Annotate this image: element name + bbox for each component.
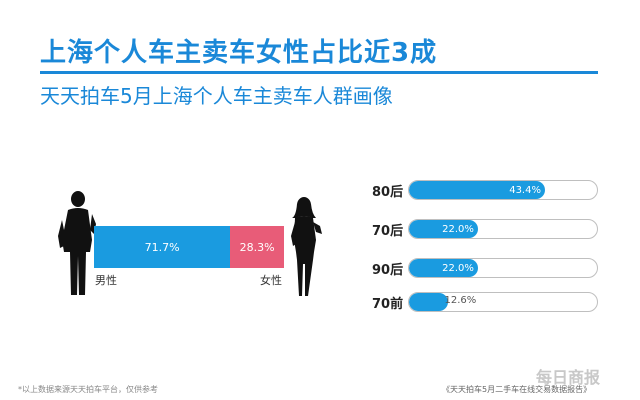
age-bar-fill: 22.0% — [409, 259, 478, 277]
page-title: 上海个人车主卖车女性占比近3成 — [40, 38, 438, 68]
female-bar-segment: 28.3% — [230, 226, 284, 268]
age-row-70s: 70后 22.0% — [370, 219, 610, 239]
male-bar-segment: 71.7% — [94, 226, 231, 268]
age-bar-fill: 43.4% — [409, 181, 545, 199]
age-bar-fill: 22.0% — [409, 220, 478, 238]
data-source-footnote: *以上数据来源天天拍车平台，仅供参考 — [18, 385, 158, 394]
gender-stacked-bar: 71.7% 28.3% — [94, 226, 284, 268]
title-divider — [40, 71, 598, 74]
female-silhouette-icon — [291, 197, 322, 296]
male-value-label: 71.7% — [144, 240, 180, 254]
report-source: 《天天拍车5月二手车在线交易数据报告》 — [442, 385, 592, 394]
male-category-label: 男性 — [95, 274, 117, 287]
female-category-label: 女性 — [260, 274, 282, 287]
age-bar-track: 43.4% — [408, 180, 598, 200]
age-category-label: 80后 — [372, 185, 404, 200]
age-value-label: 43.4% — [509, 184, 541, 196]
age-row-80s: 80后 43.4% — [370, 180, 610, 200]
page-subtitle: 天天拍车5月上海个人车主卖车人群画像 — [40, 84, 393, 108]
age-category-label: 90后 — [372, 263, 404, 278]
age-bar-fill — [409, 293, 449, 311]
age-category-label: 70后 — [372, 224, 404, 239]
age-row-pre70: 70前 12.6% — [370, 292, 610, 312]
age-category-label: 70前 — [372, 297, 404, 312]
age-bar-track: 22.0% — [408, 219, 598, 239]
age-value-label: 22.0% — [442, 262, 474, 274]
age-row-90s: 90后 22.0% — [370, 258, 610, 278]
age-bar-track: 22.0% — [408, 258, 598, 278]
age-bar-track: 12.6% — [408, 292, 598, 312]
age-value-label: 22.0% — [442, 223, 474, 235]
age-value-label: 12.6% — [444, 295, 477, 306]
watermark: 每日商报 — [536, 368, 601, 387]
female-value-label: 28.3% — [239, 240, 275, 254]
